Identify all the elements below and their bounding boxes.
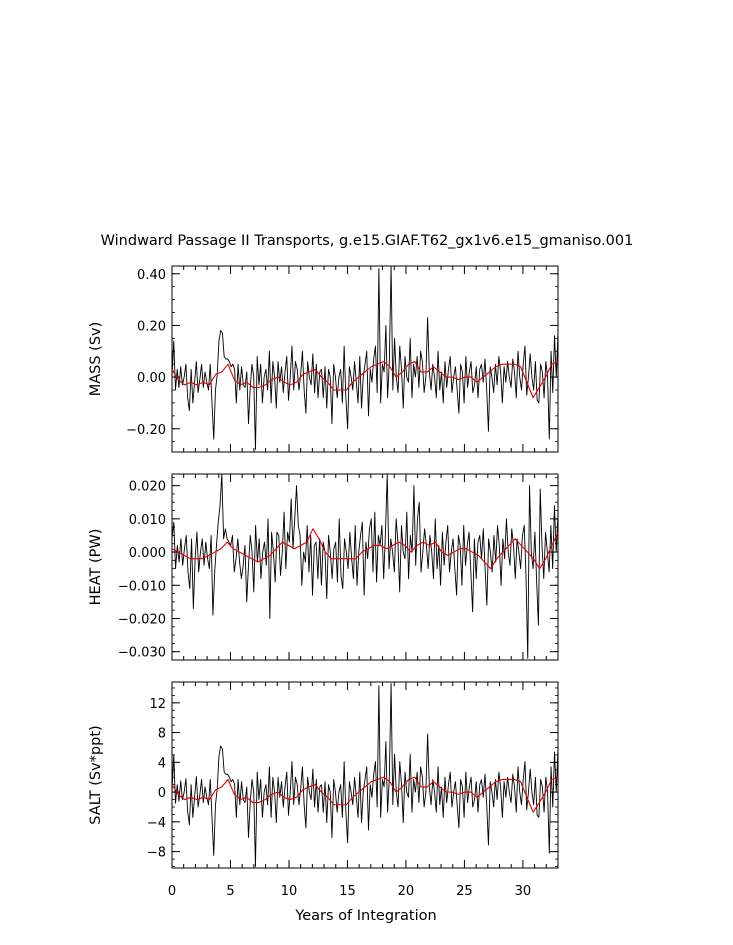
y-tick-label: −0.020 [118, 612, 166, 627]
x-tick-label: 0 [168, 884, 176, 899]
x-tick-label: 25 [456, 884, 473, 899]
y-axis-label: HEAT (PW) [88, 529, 104, 606]
panel-1: 0.40 0.20 0.00 −0.20 MASS (Sv) [88, 265, 559, 453]
y-tick-label: 12 [149, 697, 166, 712]
y-tick-label: 0.20 [137, 319, 166, 334]
x-tick-label: 5 [226, 884, 234, 899]
smoothed-series-line [171, 776, 559, 813]
y-tick-label: 8 [158, 727, 166, 742]
y-tick-label: −4 [147, 816, 166, 831]
y-tick-label: −0.030 [118, 646, 166, 661]
chart-title: Windward Passage II Transports, g.e15.GI… [101, 233, 634, 249]
x-axis-label: Years of Integration [294, 908, 436, 924]
y-tick-label: −8 [147, 846, 166, 861]
x-tick-label: 10 [281, 884, 298, 899]
y-tick-label: 0.00 [137, 371, 166, 386]
x-tick-label: 20 [398, 884, 415, 899]
y-tick-label: −0.010 [118, 579, 166, 594]
y-tick-label: 0.010 [129, 513, 166, 528]
x-tick-label: 15 [339, 884, 356, 899]
panel-3: 12 8 4 0 −4 −8 SALT (Sv*ppt) [88, 681, 559, 869]
plot-frame [171, 681, 559, 869]
smoothed-series-line [171, 361, 559, 399]
y-tick-label: 4 [158, 756, 166, 771]
plot-frame [171, 265, 559, 453]
y-tick-label: 0.020 [129, 480, 166, 495]
smoothed-series-line [171, 528, 559, 570]
raw-series-line [171, 265, 559, 450]
y-tick-label: 0.40 [137, 268, 166, 283]
x-tick-label: 30 [515, 884, 532, 899]
y-axis-label: SALT (Sv*ppt) [88, 725, 104, 824]
raw-series-line [171, 683, 559, 867]
plot-frame [171, 473, 559, 661]
raw-series-line [171, 473, 559, 659]
y-tick-label: −0.20 [126, 423, 166, 438]
chart-panels: 0.40 0.20 0.00 −0.20 MASS (Sv) 0.020 0.010 0.00… [88, 265, 559, 899]
panel-2: 0.020 0.010 0.000 −0.010 −0.020 −0.030 HEAT (P… [88, 473, 559, 661]
y-tick-label: 0.000 [129, 546, 166, 561]
y-axis-label: MASS (Sv) [88, 322, 104, 397]
y-tick-label: 0 [158, 786, 166, 801]
